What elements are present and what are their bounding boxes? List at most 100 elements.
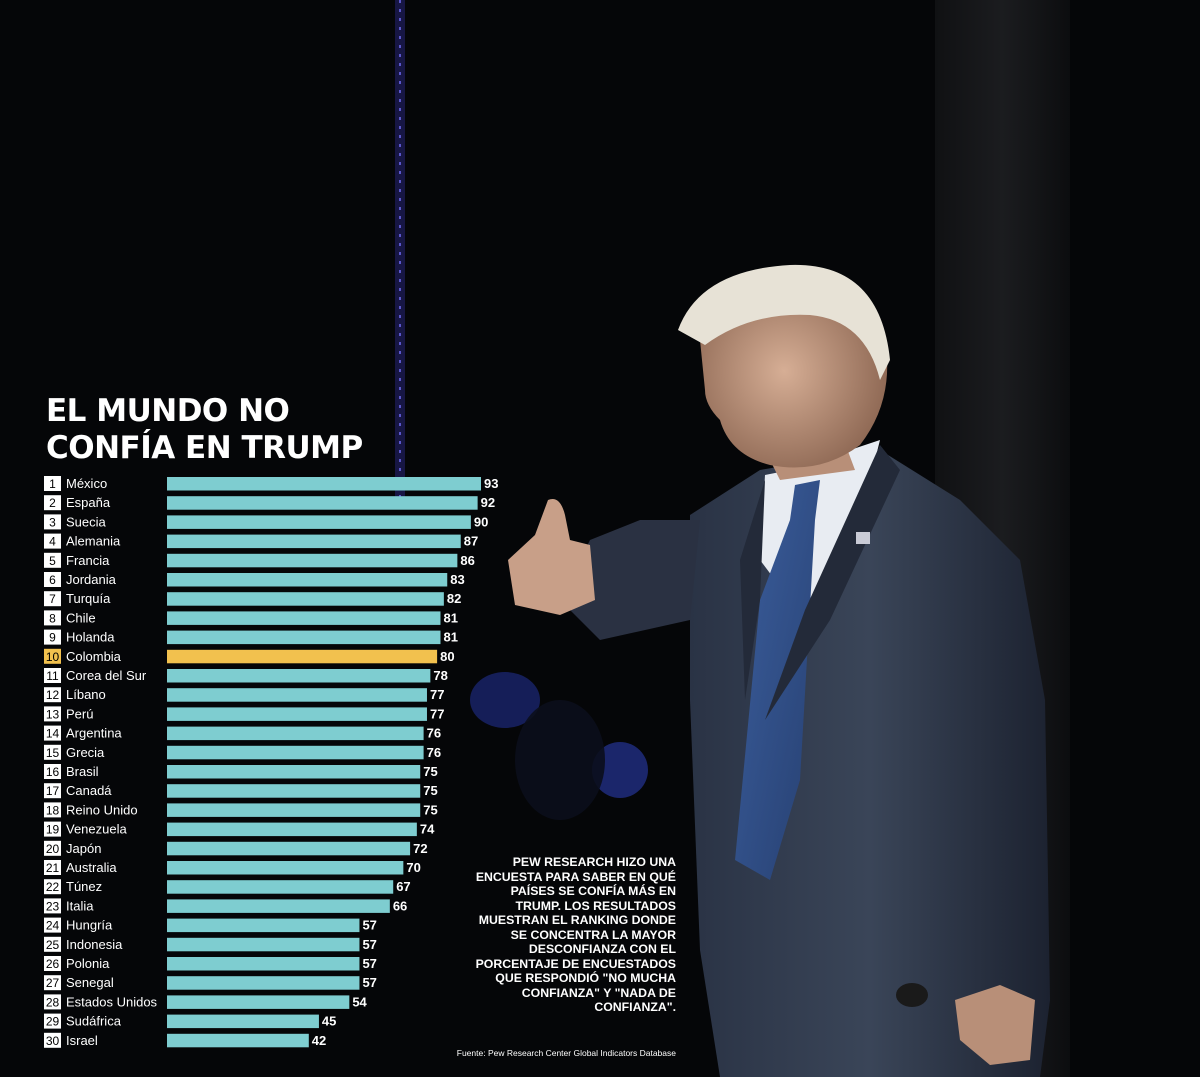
bar — [167, 995, 350, 1009]
rank-number: 12 — [46, 688, 60, 702]
bar — [167, 803, 421, 817]
rank-box — [44, 552, 61, 568]
bar — [167, 669, 431, 683]
rank-box — [44, 956, 61, 971]
country-label: España — [66, 495, 111, 510]
rank-box — [44, 476, 61, 491]
value-label: 66 — [393, 898, 407, 913]
bar — [167, 707, 427, 721]
value-label: 45 — [322, 1014, 336, 1029]
rank-box — [44, 783, 61, 799]
rank-box — [44, 821, 61, 837]
source-note: Fuente: Pew Research Center Global Indic… — [456, 1048, 676, 1058]
rank-number: 1 — [49, 477, 56, 491]
rank-number: 18 — [46, 803, 60, 817]
value-label: 54 — [352, 994, 367, 1009]
value-label: 92 — [481, 495, 495, 510]
rank-box — [44, 648, 61, 664]
country-label: Japón — [66, 841, 101, 856]
bar — [167, 573, 448, 587]
rank-number: 5 — [49, 554, 56, 568]
value-label: 93 — [484, 476, 498, 491]
ranking-bar-chart: 1 México 932 España 923 Suecia 904 Alemania 875 F… — [44, 476, 498, 1048]
rank-box — [44, 975, 61, 991]
value-label: 75 — [423, 783, 437, 798]
rank-box — [44, 610, 61, 626]
country-label: Suecia — [66, 514, 107, 529]
country-label: Venezuela — [66, 822, 127, 837]
rank-number: 17 — [46, 784, 60, 798]
bar — [167, 1014, 319, 1029]
rank-box — [44, 802, 61, 818]
value-label: 76 — [427, 726, 441, 741]
bar — [167, 688, 427, 702]
country-label: Polonia — [66, 956, 110, 971]
country-label: Francia — [66, 553, 110, 568]
value-label: 78 — [433, 668, 447, 683]
rank-box — [44, 514, 61, 530]
country-label: Hungría — [66, 918, 113, 933]
rank-number: 29 — [46, 1015, 60, 1029]
rank-box — [44, 860, 61, 875]
value-label: 77 — [430, 706, 444, 721]
rank-number: 16 — [46, 765, 60, 779]
rank-number: 8 — [49, 611, 56, 625]
country-label: Israel — [66, 1033, 98, 1048]
bar — [167, 976, 360, 990]
value-label: 75 — [423, 764, 437, 779]
rank-box — [44, 1032, 61, 1048]
value-label: 80 — [440, 649, 454, 664]
country-label: Holanda — [66, 630, 115, 645]
rank-number: 7 — [49, 592, 56, 606]
bar — [167, 841, 411, 856]
bar — [167, 515, 471, 529]
country-label: Senegal — [66, 975, 114, 990]
rank-box — [44, 591, 61, 607]
rank-box — [44, 533, 61, 549]
rank-box — [44, 706, 61, 722]
country-label: Perú — [66, 706, 93, 721]
value-label: 67 — [396, 879, 410, 894]
value-label: 87 — [464, 534, 478, 549]
country-label: Argentina — [66, 726, 122, 741]
country-label: Corea del Sur — [66, 668, 147, 683]
country-label: Alemania — [66, 534, 121, 549]
bar — [167, 745, 424, 760]
value-label: 86 — [460, 553, 474, 568]
value-label: 74 — [420, 822, 435, 837]
rank-box — [44, 840, 61, 856]
rank-number: 15 — [46, 746, 60, 760]
country-label: Grecia — [66, 745, 105, 760]
rank-number: 19 — [46, 823, 60, 837]
country-label: Sudáfrica — [66, 1014, 122, 1029]
rank-number: 4 — [49, 535, 56, 549]
bar — [167, 726, 424, 741]
rank-number: 30 — [46, 1034, 60, 1048]
country-label: Colombia — [66, 649, 122, 664]
bar — [167, 611, 441, 625]
value-label: 57 — [362, 918, 376, 933]
country-label: Chile — [66, 610, 96, 625]
bar — [167, 861, 404, 875]
bar — [167, 553, 458, 568]
rank-number: 6 — [49, 573, 56, 587]
country-label: Indonesia — [66, 937, 123, 952]
value-label: 57 — [362, 937, 376, 952]
rank-number: 10 — [46, 650, 60, 664]
rank-number: 25 — [46, 938, 60, 952]
rank-number: 21 — [46, 861, 60, 875]
rank-number: 28 — [46, 995, 60, 1009]
bar — [167, 957, 360, 971]
value-label: 42 — [312, 1033, 326, 1048]
bar — [167, 534, 461, 549]
bar — [167, 822, 417, 837]
rank-number: 20 — [46, 842, 60, 856]
rank-box — [44, 1013, 61, 1029]
bar — [167, 496, 478, 510]
country-label: México — [66, 476, 107, 491]
rank-box — [44, 629, 61, 645]
rank-number: 24 — [46, 919, 60, 933]
bar — [167, 899, 390, 913]
